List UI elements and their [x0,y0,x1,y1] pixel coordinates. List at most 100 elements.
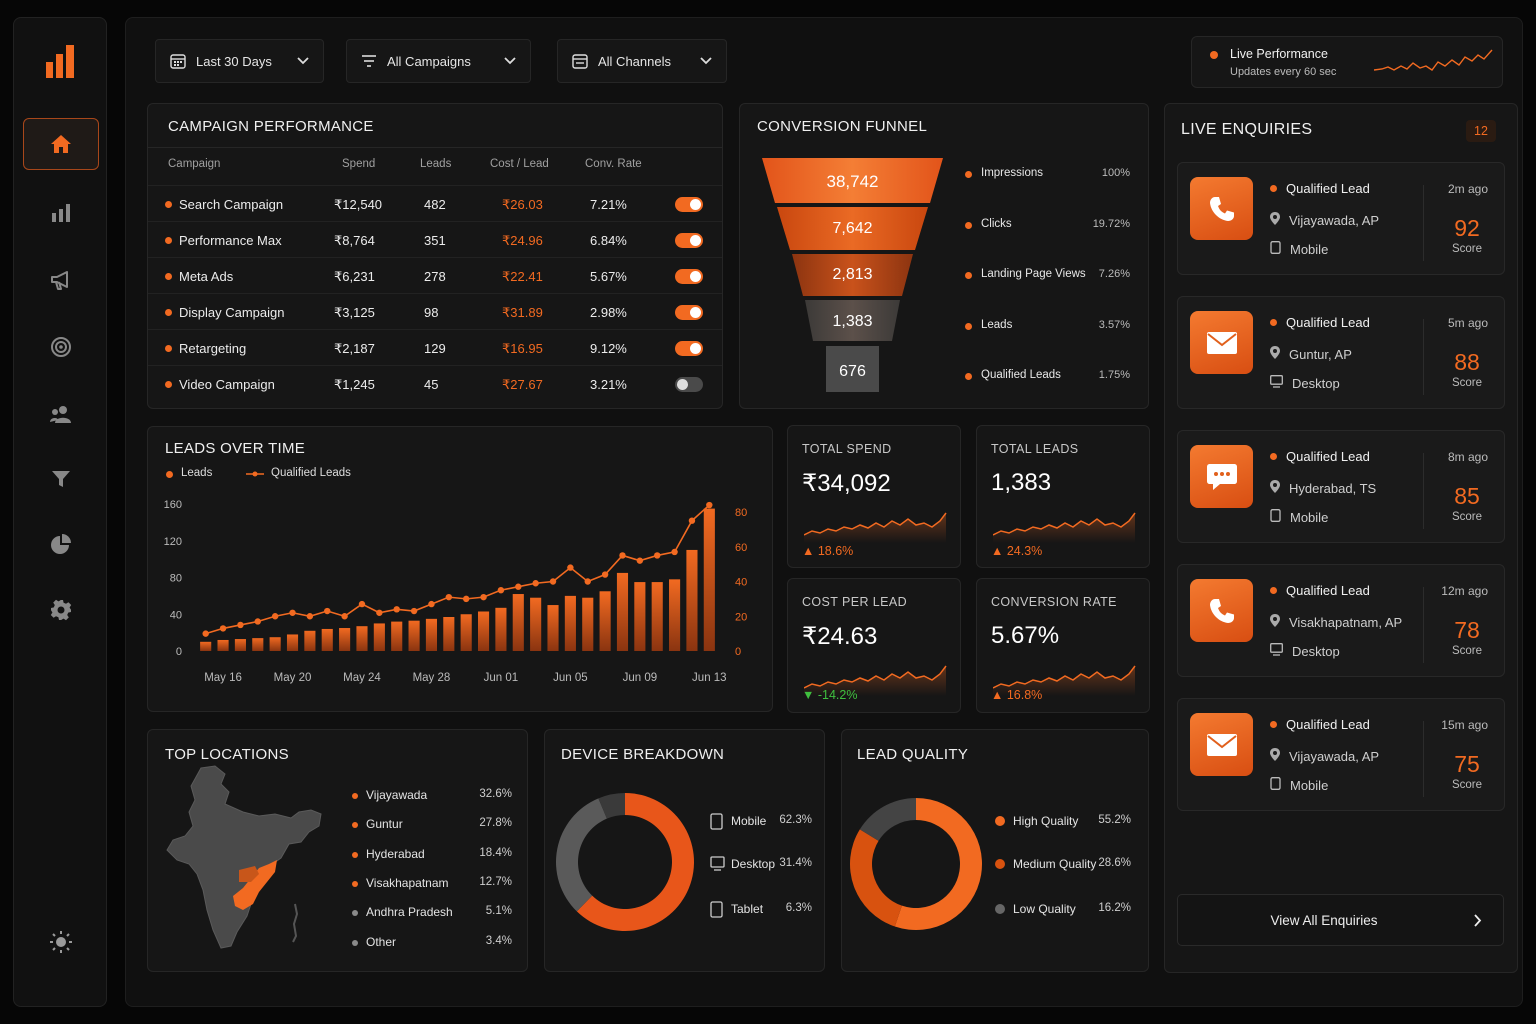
enquiry-card[interactable]: Qualified Lead 12m ago Visakhapatnam, AP De… [1177,564,1505,677]
campaign-filter-label: All Campaigns [387,53,471,69]
campaign-toggle[interactable] [675,197,703,212]
chevron-down-icon [504,57,516,65]
table-row[interactable]: Retargeting ₹2,187 129 ₹16.95 9.12% [148,329,722,365]
qualified-leads-point [549,578,557,585]
theme-toggle[interactable] [23,916,99,968]
enquiry-card[interactable]: Qualified Lead 2m ago Vijayawada, AP Mobile… [1177,162,1505,275]
enquiry-location-label: Hyderabad, TS [1289,480,1377,496]
india-map [166,765,322,949]
leads-bar [634,582,646,651]
campaign-leads: 98 [424,305,439,320]
stat-sparkline-area [804,666,946,696]
stat-value: ₹24.63 [802,623,878,650]
device-donut-chart [556,793,694,931]
toggle-knob [690,199,701,210]
nav-goals[interactable] [23,321,99,373]
enquiry-location-label: Visakhapatnam, AP [1289,614,1403,630]
home-icon [51,135,71,153]
location-name: Andhra Pradesh [366,905,453,920]
toggle-knob [677,379,688,390]
toggle-knob [690,307,701,318]
enquiry-device: Mobile [1270,509,1328,525]
quality-name: Medium Quality [1013,857,1097,871]
x-tick-label: May 24 [343,672,381,684]
nav-settings[interactable] [23,584,99,636]
col-leads: Leads [420,158,452,170]
device-name: Mobile [731,814,767,828]
funnel-value-2: 7,642 [832,220,873,237]
table-row[interactable]: Meta Ads ₹6,231 278 ₹22.41 5.67% [148,257,722,293]
device-percent: 6.3% [785,902,812,914]
campaign-conv-rate: 5.67% [590,269,627,284]
table-row[interactable]: Display Campaign ₹3,125 98 ₹31.89 2.98% [148,293,722,329]
campaign-conv-rate: 2.98% [590,305,627,320]
enquiry-type-label: Qualified Lead [1286,315,1370,330]
mobile-icon [1270,777,1281,793]
location-dot [352,793,358,799]
nav-analytics[interactable] [23,187,99,239]
qualified-leads-point [219,625,227,632]
device-title: DEVICE BREAKDOWN [561,746,725,763]
qualified-leads-point [462,595,470,603]
nav-users[interactable] [23,388,99,440]
qualified-leads-point [688,517,696,524]
stat-trend: ▲ 24.3% [991,544,1043,558]
enquiry-score: 85 [1454,483,1480,509]
x-tick-label: May 16 [204,672,242,684]
enquiry-device: Desktop [1270,375,1340,391]
campaign-conv-rate: 7.21% [590,197,627,212]
enquiry-card[interactable]: Qualified Lead 15m ago Vijayawada, AP Mobil… [1177,698,1505,811]
enquiry-device-label: Desktop [1292,643,1340,659]
qualified-leads-point [410,607,418,615]
qualified-leads-point [306,613,314,620]
funnel-stage-label: Leads [981,319,1013,331]
campaign-toggle[interactable] [675,377,703,392]
leads-bar [651,582,663,651]
campaign-leads: 129 [424,341,446,356]
quality-percent: 55.2% [1098,814,1131,826]
stat-trend: ▲ 16.8% [991,688,1043,702]
table-row[interactable]: Search Campaign ₹12,540 482 ₹26.03 7.21% [148,185,722,221]
device-percent: 62.3% [779,814,812,826]
enquiry-card[interactable]: Qualified Lead 5m ago Guntur, AP Desktop 88 S… [1177,296,1505,409]
funnel-title: CONVERSION FUNNEL [757,118,928,135]
toggle-knob [690,343,701,354]
enquiry-type: Qualified Lead [1270,181,1370,196]
location-percent: 3.4% [485,934,512,947]
campaign-name: Retargeting [179,341,247,356]
campaign-cost-per-lead: ₹31.89 [502,305,543,320]
campaign-toggle[interactable] [675,341,703,356]
funnel-value-4: 1,383 [832,313,873,330]
table-row[interactable]: Video Campaign ₹1,245 45 ₹27.67 3.21% [148,365,722,401]
campaign-cost-per-lead: ₹16.95 [502,341,543,356]
desktop-icon [1270,375,1283,391]
chevron-right-icon [1474,914,1482,927]
nav-campaigns[interactable] [23,254,99,306]
location-dot [352,880,358,887]
nav-home[interactable] [23,118,99,170]
table-row[interactable]: Performance Max ₹8,764 351 ₹24.96 6.84% [148,221,722,257]
location-pin-icon [1270,480,1280,496]
telangana-highlight [239,866,259,882]
campaign-toggle[interactable] [675,305,703,320]
live-indicator [1210,51,1218,59]
campaign-filter[interactable]: All Campaigns [346,39,531,83]
x-tick-label: Jun 13 [692,672,727,684]
enquiry-card[interactable]: Qualified Lead 8m ago Hyderabad, TS Mobile 8… [1177,430,1505,543]
date-filter[interactable]: Last 30 Days [155,39,324,83]
stat-sparkline [993,665,1136,696]
enquiries-title: LIVE ENQUIRIES [1181,121,1313,138]
campaign-spend: ₹1,245 [334,377,375,392]
x-tick-label: Jun 01 [484,672,519,684]
view-all-enquiries-button[interactable]: View All Enquiries [1177,894,1504,946]
enquiry-location-label: Vijayawada, AP [1289,212,1380,228]
campaign-toggle[interactable] [675,233,703,248]
channel-filter[interactable]: All Channels [557,39,727,83]
enquiry-device: Desktop [1270,643,1340,659]
campaign-toggle[interactable] [675,269,703,284]
funnel-stage-1 [762,158,943,203]
campaign-conv-rate: 6.84% [590,233,627,248]
nav-reports[interactable] [23,518,99,570]
nav-funnel[interactable] [23,453,99,505]
gear-icon [50,599,72,621]
